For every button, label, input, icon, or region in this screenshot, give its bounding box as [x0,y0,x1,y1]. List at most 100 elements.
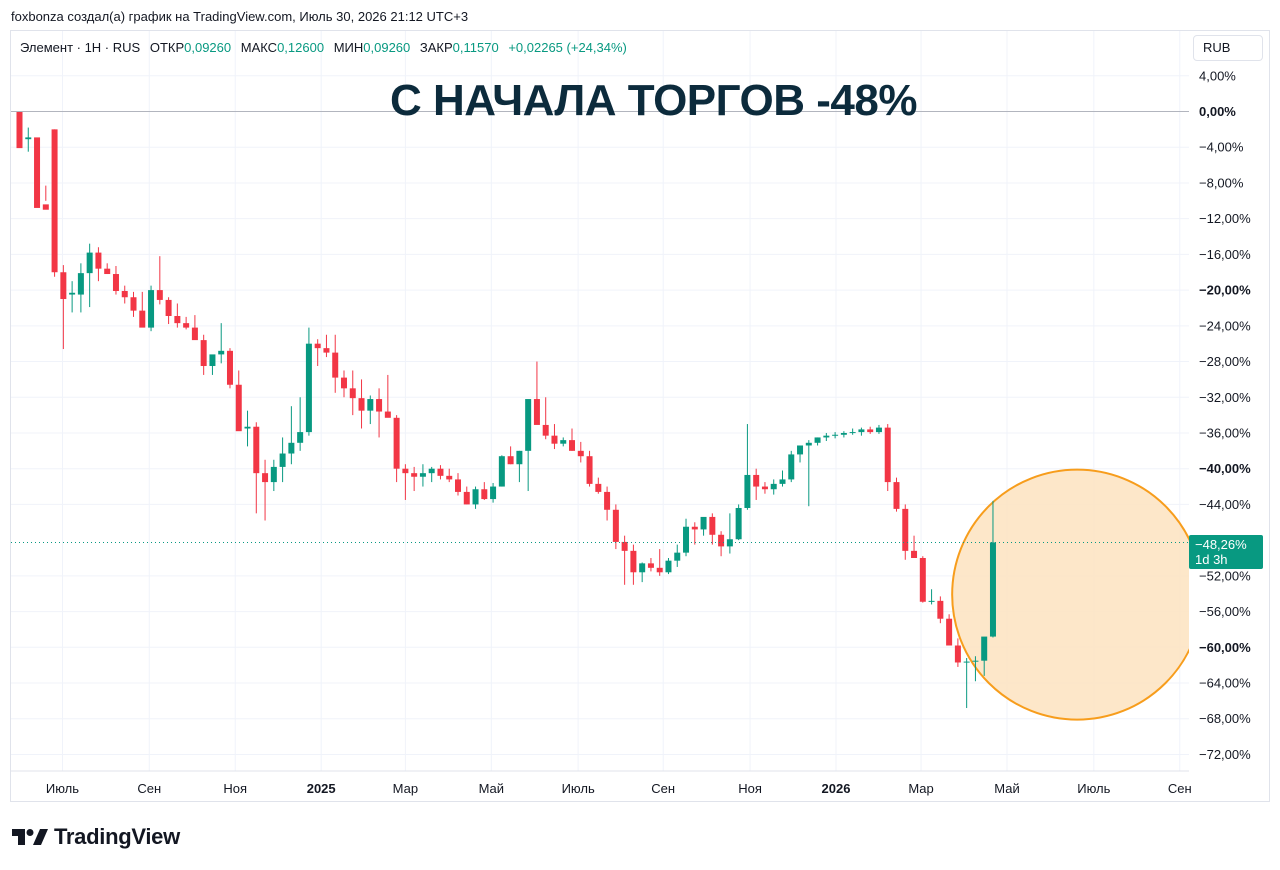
candle-body [700,516,707,530]
candle-body [314,343,321,349]
candle [981,636,988,676]
x-tick-label: Май [994,781,1019,796]
candle [805,440,812,507]
candle-body [586,456,593,484]
candle [735,504,742,541]
candle-body [104,268,111,275]
y-tick-label: −64,00% [1199,676,1251,691]
candle [849,428,856,435]
candle [709,513,716,545]
x-tick-label: Сен [651,781,675,796]
candle [209,354,216,375]
y-tick-label: 4,00% [1199,68,1236,83]
candle [218,323,225,364]
chart-credit: foxbonza создал(а) график на TradingView… [11,9,469,24]
candle [630,544,637,585]
currency-button[interactable]: RUB [1193,35,1263,61]
candle [183,316,190,330]
candle [25,127,32,152]
candle-body [735,507,742,540]
candle-body [533,399,540,425]
x-tick-label: Май [479,781,504,796]
candle-body [226,350,233,385]
y-tick-label: −12,00% [1199,211,1251,226]
candle [867,426,874,434]
x-tick-label: Июль [46,781,79,796]
candle [691,522,698,545]
candle [463,486,470,505]
candle-body [621,541,628,551]
candle-body [542,424,549,436]
candle [989,500,996,638]
candle [612,504,619,550]
candle [270,459,277,492]
candle-body [840,432,847,435]
candle [604,486,611,521]
candle [674,544,681,567]
tradingview-logo[interactable]: TradingView [12,824,180,850]
x-tick-label: Сен [137,781,161,796]
candle-body [691,526,698,530]
candle [770,479,777,495]
candle [911,535,918,558]
candle-body [288,442,295,454]
candle [446,468,453,483]
y-tick-label: −52,00% [1199,568,1251,583]
candle-body [946,618,953,646]
candle-body [340,377,347,389]
candle-body [455,479,461,492]
candle-body [507,456,514,465]
candle [16,111,23,149]
candle-body [51,129,58,273]
candle-body [183,323,190,328]
candle [490,482,497,503]
candle [51,129,58,277]
candle [112,265,119,295]
candle-body [770,483,777,490]
candle-body [823,435,830,438]
candle [235,370,242,432]
tradingview-logo-icon [12,829,48,845]
candle-body [463,491,470,505]
candle [358,379,365,429]
candle-body [428,468,435,474]
candle [77,263,84,313]
candle [788,450,795,483]
candle-body [805,442,812,446]
candle-body [191,327,198,341]
candle [174,303,181,328]
candle [551,424,558,450]
candle-body [928,600,935,602]
high-value: 0,12600 [277,40,325,55]
candle [744,424,751,510]
y-tick-label: −68,00% [1199,711,1251,726]
candle [95,247,102,282]
candle [148,285,155,332]
candle [893,477,900,512]
candle [639,562,646,583]
chart-frame [10,30,1270,802]
candle-body [393,417,400,469]
candle-body [954,645,961,663]
candle [419,464,426,487]
bar-countdown: 1d 3h [1195,552,1228,567]
candle-body [262,473,269,483]
candle [779,470,786,487]
x-tick-label: 2026 [822,781,851,796]
candle-body [16,111,23,149]
candle-body [718,534,725,547]
candle [428,466,435,483]
symbol-label[interactable]: Элемент · 1Н · RUS [20,40,141,55]
headline-annotation[interactable]: С НАЧАЛА ТОРГОВ -48% [390,76,917,125]
x-tick-label: Мар [908,781,933,796]
candle-body [174,315,181,324]
candle-body [595,483,602,492]
candle [297,397,304,451]
candle-body [165,299,172,316]
candle [191,315,198,341]
candle-body [875,427,882,433]
candle [481,482,488,500]
candle [139,291,146,328]
candle-body [139,310,146,328]
